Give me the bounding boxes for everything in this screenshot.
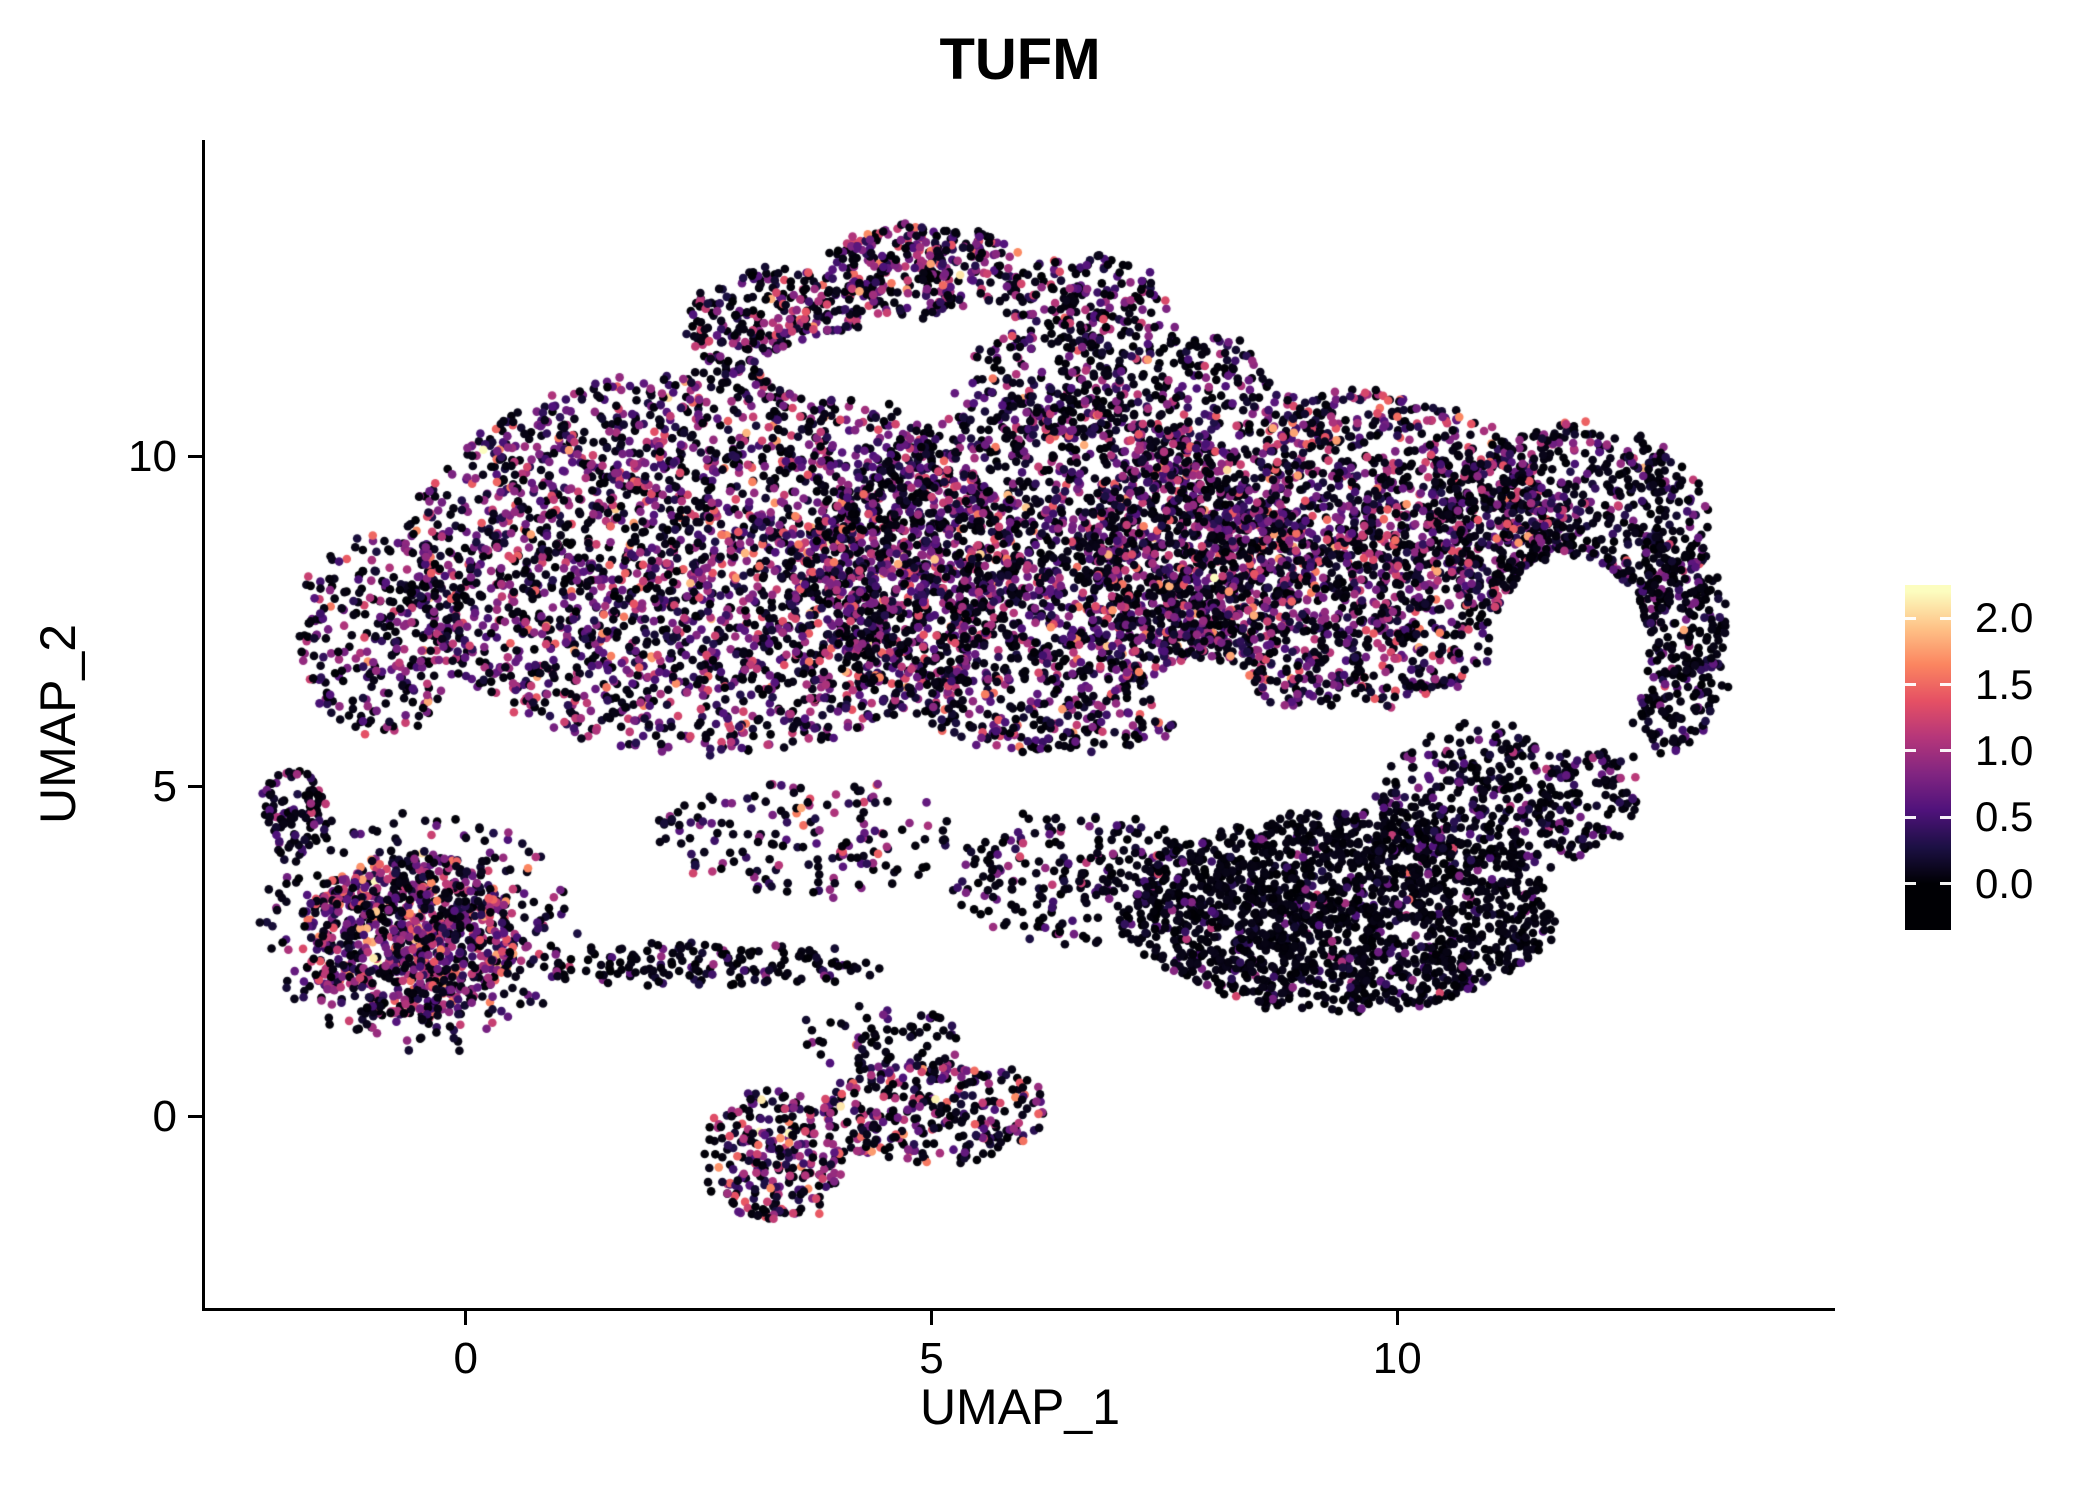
colorbar-tick-label-0: 2.0 <box>1975 594 2034 642</box>
y-tick-mark <box>188 1115 202 1119</box>
x-tick-label-2: 10 <box>1372 1334 1422 1383</box>
y-tick-label-0: 10 <box>128 431 177 481</box>
colorbar-tick-mark <box>1940 749 1951 753</box>
x-tick-mark <box>464 1311 468 1325</box>
colorbar-tick-mark <box>1905 815 1916 819</box>
colorbar-tick-label-3: 0.5 <box>1975 793 2034 841</box>
x-tick-mark <box>930 1311 933 1325</box>
colorbar-tick-mark <box>1905 882 1916 886</box>
y-tick-mark <box>188 785 202 789</box>
colorbar <box>1905 585 1951 930</box>
colorbar-tick-label-2: 1.0 <box>1975 726 2034 774</box>
y-axis-line <box>202 140 205 1311</box>
colorbar-tick-mark <box>1940 882 1951 886</box>
x-tick-label-1: 5 <box>919 1334 944 1383</box>
y-tick-mark <box>188 455 202 459</box>
colorbar-tick-mark <box>1905 683 1916 687</box>
x-axis-title: UMAP_1 <box>919 1379 1121 1435</box>
colorbar-tick-label-4: 0.0 <box>1975 859 2034 907</box>
colorbar-tick-mark <box>1940 815 1951 819</box>
x-tick-mark <box>1395 1311 1399 1325</box>
colorbar-tick-label-1: 1.5 <box>1975 660 2034 708</box>
y-tick-label-2: 0 <box>152 1091 177 1141</box>
plot-title: TUFM <box>939 27 1101 92</box>
colorbar-tick-mark <box>1905 749 1916 753</box>
umap-scatter-canvas <box>205 140 1835 1308</box>
y-axis-title: UMAP_2 <box>30 623 86 825</box>
colorbar-tick-mark <box>1905 616 1916 620</box>
x-axis-line <box>202 1308 1835 1311</box>
y-tick-label-1: 5 <box>152 761 177 811</box>
x-tick-label-0: 0 <box>453 1334 479 1383</box>
colorbar-tick-mark <box>1940 616 1951 620</box>
colorbar-tick-mark <box>1940 683 1951 687</box>
